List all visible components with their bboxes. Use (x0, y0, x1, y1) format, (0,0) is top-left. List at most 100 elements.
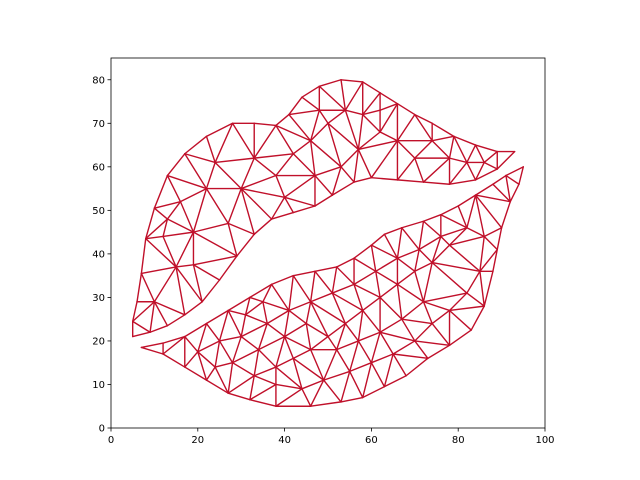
upper-lip-edge (496, 150, 516, 170)
upper-lip-edge (431, 122, 455, 138)
lower-lip-edge (257, 335, 286, 351)
lower-lip-edge (275, 335, 286, 368)
lower-lip-edge (466, 292, 485, 307)
upper-lip-edge (474, 168, 498, 181)
lower-lip-edge (214, 362, 234, 368)
lower-lip-edge (275, 366, 303, 390)
lower-lip-edge (197, 351, 216, 368)
lower-lip-edge (305, 322, 312, 351)
triangle-mesh (131, 79, 524, 407)
upper-lip-edge (166, 174, 182, 203)
upper-lip-edge (192, 255, 238, 266)
upper-lip-edge (314, 194, 334, 207)
upper-lip-edge (362, 109, 381, 116)
upper-lip-edge (414, 157, 425, 183)
upper-lip-edge (205, 161, 216, 190)
lower-lip-edge (244, 296, 251, 316)
lower-lip-edge (335, 322, 347, 351)
lower-lip-edge (140, 342, 164, 349)
y-tick-label: 20 (92, 336, 105, 347)
lower-lip-edge (418, 235, 442, 251)
lower-lip-edge (218, 309, 229, 342)
upper-lip-edge (344, 81, 364, 111)
upper-lip-edge (153, 266, 177, 303)
upper-lip-edge (340, 148, 360, 168)
lower-lip-edge (483, 270, 494, 307)
upper-lip-edge (474, 161, 485, 181)
lower-lip-edge (383, 353, 394, 388)
lower-lip-edge (474, 183, 494, 196)
lower-lip-edge (422, 301, 433, 325)
upper-lip-edge (331, 181, 355, 196)
upper-lip-edge (292, 205, 316, 214)
upper-lip-edge (175, 231, 195, 268)
upper-lip-edge (253, 122, 277, 127)
lower-lip-edge (244, 314, 268, 325)
upper-lip-edge (396, 157, 416, 181)
lower-lip-edge (309, 270, 316, 303)
lower-lip-edge (483, 235, 498, 251)
lower-lip-edge (227, 362, 234, 394)
lower-lip-edge (227, 392, 251, 401)
lower-lip-edge (270, 274, 294, 286)
lower-lip-edge (309, 348, 325, 381)
upper-lip-edge (288, 109, 321, 116)
upper-lip-edge (227, 187, 242, 225)
upper-lip-edge (301, 96, 321, 111)
lower-lip-edge (249, 283, 273, 299)
x-tick-label: 60 (365, 435, 378, 446)
lower-lip-edge (344, 309, 364, 325)
upper-lip-edge (466, 144, 477, 164)
lower-lip-edge (440, 205, 459, 216)
lower-lip-edge (362, 385, 386, 399)
lower-lip-edge (492, 174, 507, 185)
lower-lip-edge (249, 296, 264, 303)
upper-lip-edge (396, 140, 416, 159)
lower-lip-edge (353, 244, 373, 259)
lower-lip-edge (479, 248, 498, 272)
upper-lip-edge (153, 301, 186, 316)
upper-lip-edge (314, 174, 334, 196)
lower-lip-edge (379, 318, 403, 333)
upper-lip-edge (327, 109, 347, 124)
lower-lip-edge (349, 340, 360, 373)
lower-lip-edge (314, 266, 338, 272)
lower-lip-edge (331, 266, 338, 294)
lower-lip-edge (275, 388, 303, 407)
upper-lip-edge (131, 320, 151, 333)
upper-lip-edge (414, 140, 433, 159)
lower-lip-edge (422, 261, 433, 303)
upper-lip-edge (344, 109, 360, 151)
upper-lip-edge (292, 140, 312, 155)
lower-lip-edge (357, 309, 364, 342)
lower-lip-edge (362, 309, 381, 333)
lower-lip-edge (357, 331, 381, 342)
upper-lip-edge (344, 109, 364, 116)
lower-lip-edge (414, 340, 429, 360)
lower-lip-edge (249, 399, 277, 407)
upper-lip-edge (283, 196, 316, 207)
lower-lip-edge (431, 244, 451, 264)
lower-lip-edge (244, 301, 264, 316)
lower-lip-edge (227, 309, 247, 316)
lower-lip-edge (292, 357, 325, 381)
upper-lip-edge (275, 124, 312, 142)
lower-lip-edge (414, 261, 433, 272)
lower-lip-edge (375, 270, 399, 286)
upper-lip-edge (431, 135, 455, 142)
upper-lip-edge (357, 148, 373, 179)
upper-lip-edge (231, 122, 255, 159)
lower-lip-edge (370, 233, 386, 246)
lower-lip-edge (197, 351, 208, 381)
lower-lip-edge (474, 194, 485, 238)
lower-lip-edge (270, 283, 290, 312)
upper-lip-edge (179, 187, 208, 203)
upper-lip-edge (166, 218, 195, 233)
lower-lip-edge (422, 214, 442, 222)
upper-lip-edge (184, 301, 203, 316)
lower-lip-edge (340, 370, 351, 403)
upper-lip-edge (253, 153, 294, 159)
lower-lip-edge (292, 348, 312, 360)
upper-lip-edge (275, 113, 290, 127)
lower-lip-edge (335, 266, 355, 286)
